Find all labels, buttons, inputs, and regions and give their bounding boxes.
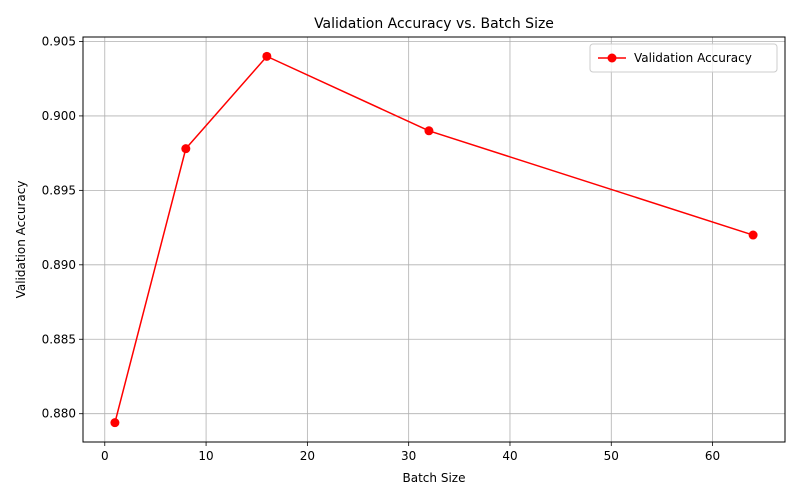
chart-title: Validation Accuracy vs. Batch Size: [314, 16, 554, 32]
data-point: [110, 418, 120, 428]
legend: Validation Accuracy: [589, 43, 778, 73]
x-tick-label: 10: [198, 449, 213, 463]
y-tick-label: 0.885: [42, 332, 76, 346]
plot-area-series: [110, 51, 758, 428]
series-line: [114, 55, 754, 423]
y-tick-label: 0.890: [42, 258, 76, 272]
data-point: [262, 51, 272, 61]
data-point: [424, 126, 434, 136]
x-tick-label: 40: [502, 449, 517, 463]
x-tick-label: 30: [401, 449, 416, 463]
x-axis-label: Batch Size: [403, 471, 466, 485]
legend-marker-swatch: [607, 53, 617, 63]
y-axis-label: Validation Accuracy: [14, 181, 28, 299]
x-tick-label: 60: [705, 449, 720, 463]
y-tick-label: 0.895: [42, 183, 76, 197]
x-tick-label: 50: [604, 449, 619, 463]
legend-box: [589, 43, 778, 73]
y-tick-label: 0.900: [42, 109, 76, 123]
x-axis-ticks: 0 10 20 30 40 50 60: [101, 442, 720, 463]
x-tick-label: 0: [101, 449, 109, 463]
data-point: [748, 230, 758, 240]
plot-frame: [82, 36, 786, 443]
x-tick-label: 20: [300, 449, 315, 463]
y-axis-ticks: 0.880 0.885 0.890 0.895 0.900 0.905: [42, 34, 83, 421]
legend-entry-label: Validation Accuracy: [634, 51, 752, 65]
data-point: [181, 144, 191, 154]
y-tick-label: 0.905: [42, 34, 76, 48]
y-tick-label: 0.880: [42, 407, 76, 421]
grid-lines: [83, 37, 785, 442]
